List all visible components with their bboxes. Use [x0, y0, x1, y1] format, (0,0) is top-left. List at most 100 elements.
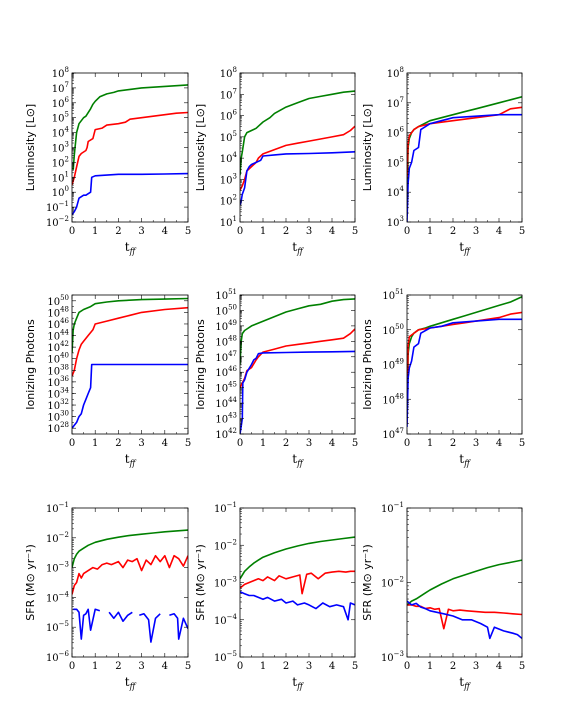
panel-7-xtick-label: 2 [115, 661, 121, 672]
panel-1-ytick-label: 103 [52, 141, 69, 155]
panel-6-xtick-label: 1 [427, 438, 433, 449]
panel-2-xtick-label: 1 [260, 226, 266, 237]
panel-3-xtick-label: 5 [519, 226, 525, 237]
panel-3-series-2-line [407, 106, 522, 178]
panel-8-xlabel: tff [292, 675, 304, 691]
panel-2-ytick-label: 105 [220, 130, 237, 144]
panel-7-xtick-label: 4 [162, 661, 168, 672]
panel-1-ytick-label: 104 [52, 126, 70, 140]
panel-1-frame [71, 72, 189, 223]
panel-6-xtick-label: 5 [519, 438, 525, 449]
panel-3-xtick-label: 1 [427, 226, 433, 237]
panel-4-xtick-label: 4 [162, 438, 168, 449]
panel-8-ytick-label: 10−1 [214, 501, 237, 515]
panel-1-ytick-label: 10−2 [46, 215, 69, 229]
panel-4: 0 1 2 3 4 51028103010321034103610381040104210… [24, 294, 191, 468]
panel-2-xtick-label: 0 [237, 226, 243, 237]
panel-2-xtick-label: 4 [329, 226, 335, 237]
panel-3-series-3-line [407, 113, 522, 222]
panel-6-xtick-label: 0 [404, 438, 410, 449]
panel-6-ylabel: Ionizing Photons [361, 319, 374, 410]
panel-5-xtick-label: 1 [260, 438, 266, 449]
panel-7-ytick-label: 10−6 [46, 650, 70, 664]
panel-5-ytick-label: 1044 [215, 396, 237, 410]
panel-8-series-2-line [240, 570, 355, 595]
panel-1-ytick-label: 100 [52, 185, 69, 199]
panel-3-xtick-label: 0 [404, 226, 410, 237]
panel-8-ytick-label: 10−5 [214, 650, 237, 664]
panel-1: 0 1 2 3 4 5 10−210−110010110210310410510610710… [24, 66, 191, 256]
panel-2-ylabel: Luminosity [L⊙] [194, 104, 207, 191]
panel-4-series-1-line [72, 297, 188, 353]
panel-7-ytick-label: 10−2 [46, 531, 69, 545]
panel-9-xtick-label: 5 [519, 661, 525, 672]
panel-6: 0 1 2 3 4 5 1047 1048 1049 1050 1051 Ionizing Photo… [361, 288, 525, 468]
panel-2-series-1-line [240, 90, 355, 176]
panel-3-series-1-line [407, 96, 522, 208]
panel-2-xlabel: tff [292, 240, 304, 256]
panel-7-ytick-label: 10−4 [46, 590, 70, 604]
panel-7-series-1-line [72, 529, 188, 568]
panel-1-xtick-label: 3 [138, 226, 144, 237]
panel-7-ytick-label: 10−1 [46, 501, 69, 515]
panel-4-ytick-label: 1040 [47, 352, 69, 366]
panel-5-ytick-label: 1049 [215, 319, 237, 333]
panel-6-ytick-label: 1050 [382, 323, 404, 337]
panel-4-ytick-label: 1038 [47, 363, 69, 377]
panel-5-ytick-label: 1045 [215, 381, 237, 395]
panel-2-ytick-label: 103 [220, 172, 237, 186]
panel-3-xtick-label: 3 [473, 226, 479, 237]
panel-6-xlabel: tff [459, 452, 471, 468]
panel-5-ytick-label: 1043 [215, 412, 237, 426]
panel-8-series-3-line [240, 591, 355, 621]
panel-5-ytick-label: 1051 [215, 288, 237, 302]
panel-7-xtick-label: 3 [138, 661, 144, 672]
panel-5-ytick-label: 1046 [215, 365, 237, 379]
panel-1-series-3-line [72, 172, 188, 216]
panel-6-xtick-label: 3 [473, 438, 479, 449]
panel-1-ytick-label: 101 [52, 170, 69, 184]
panel-8-xtick-label: 1 [260, 661, 266, 672]
panel-3-xtick-label: 4 [496, 226, 502, 237]
panel-1-ytick-label: 107 [52, 81, 69, 95]
panel-7-ytick-label: 10−3 [46, 561, 69, 575]
panel-1-xtick-label: 2 [115, 226, 121, 237]
panel-2-frame [239, 72, 356, 223]
panel-4-ytick-label: 1044 [47, 329, 69, 343]
panel-4-ytick-label: 1030 [47, 410, 69, 424]
panel-8-ylabel: SFR (M⊙ yr⁻¹) [194, 544, 207, 620]
panel-1-ytick-label: 10−1 [46, 200, 69, 214]
panel-4-ytick-label: 1042 [47, 340, 69, 354]
panel-7-series-2-line [72, 554, 188, 595]
panel-9-ytick-label: 10−3 [381, 650, 404, 664]
panel-5-xtick-label: 5 [352, 438, 358, 449]
panel-2-ytick-label: 102 [220, 194, 237, 208]
panel-1-xtick-label: 1 [92, 226, 98, 237]
panel-9-xlabel: tff [459, 675, 471, 691]
panel-5-xtick-label: 0 [237, 438, 243, 449]
panel-3-ytick-label: 104 [387, 185, 405, 199]
panel-4-xtick-label: 3 [138, 438, 144, 449]
panel-9-xtick-label: 4 [496, 661, 502, 672]
panel-4-ylabel: Ionizing Photons [24, 319, 37, 410]
panel-2-series-3-line [240, 151, 355, 206]
panel-3-ytick-label: 103 [387, 215, 404, 229]
panel-3-xlabel: tff [459, 240, 471, 256]
panel-4-xlabel: tff [125, 452, 137, 468]
panel-8-xtick-label: 4 [329, 661, 335, 672]
panel-4-series-3-line [72, 363, 188, 429]
panel-4-ytick-label: 1034 [47, 386, 69, 400]
panel-2-xtick-label: 2 [283, 226, 289, 237]
panel-7: 0 1 2 3 4 5 10−6 10−5 10−4 10−3 10−2 10−1 SFR (M⊙ yr… [24, 501, 191, 691]
panel-7-xtick-label: 1 [92, 661, 98, 672]
panel-6-ytick-label: 1047 [382, 427, 404, 441]
panel-5-ylabel: Ionizing Photons [194, 319, 207, 410]
panel-3-ytick-label: 106 [387, 126, 405, 140]
panel-1-ytick-label: 108 [52, 66, 69, 80]
panel-1-series-1-line [72, 84, 188, 170]
panel-2-ytick-label: 108 [220, 66, 237, 80]
panel-9-series-3-line [407, 600, 522, 640]
panel-7-xlabel: tff [125, 675, 137, 691]
panel-8-xtick-label: 2 [283, 661, 289, 672]
panel-9-xtick-label: 1 [427, 661, 433, 672]
